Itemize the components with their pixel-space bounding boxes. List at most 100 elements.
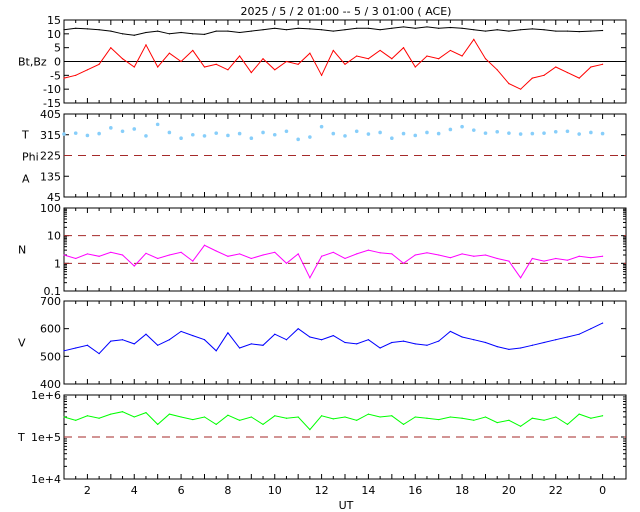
data-point: [98, 352, 100, 355]
data-point: [344, 63, 346, 65]
data-point: [262, 58, 264, 60]
y-tick-label: 0: [54, 56, 61, 69]
data-point: [320, 415, 323, 417]
data-point: [344, 29, 346, 31]
data-point: [414, 254, 416, 256]
data-point: [272, 132, 277, 137]
data-point: [471, 128, 476, 132]
data-point: [402, 262, 405, 264]
data-point: [530, 131, 535, 136]
y-tick-label: 315: [40, 129, 61, 142]
data-point: [308, 135, 312, 139]
series-line: [63, 38, 603, 90]
data-point: [426, 344, 428, 346]
data-point: [98, 417, 100, 419]
data-point: [426, 417, 428, 419]
x-tick-label: 18: [455, 484, 469, 497]
data-point: [86, 415, 89, 417]
data-point: [285, 60, 288, 63]
data-point: [543, 341, 545, 344]
data-point: [555, 339, 557, 341]
data-point: [590, 417, 592, 419]
data-point: [461, 55, 463, 57]
data-point: [566, 71, 569, 74]
y-tick-label: 10: [47, 28, 61, 41]
data-point: [180, 60, 182, 63]
data-point: [63, 77, 65, 79]
y-tick-label: 225: [40, 150, 61, 163]
panel-temperature: 1e+6 1e+5 1e+4 T 2 4 6 8 10 12 14 16 18 20 22 0 UT: [17, 389, 627, 512]
data-point: [578, 413, 580, 415]
data-point: [250, 257, 252, 260]
data-point: [167, 130, 172, 135]
data-point: [379, 49, 381, 52]
data-point: [461, 27, 463, 29]
data-point: [262, 29, 264, 31]
y-tick-label: 400: [40, 378, 61, 391]
data-point: [518, 132, 523, 136]
data-point: [296, 137, 300, 142]
y-tick-label: 0.1: [44, 285, 62, 298]
data-point: [426, 252, 428, 254]
y-tick-label: 500: [40, 350, 61, 363]
data-point: [461, 336, 463, 338]
data-point: [402, 340, 405, 342]
y-tick-label: -15: [43, 97, 61, 110]
data-point: [553, 129, 558, 134]
y-tick-label: 5: [54, 42, 61, 55]
data-point: [473, 29, 475, 31]
data-point: [262, 254, 264, 256]
data-point: [226, 133, 230, 138]
data-point: [356, 253, 358, 255]
data-point: [601, 255, 604, 257]
data-point: [239, 347, 241, 349]
data-point: [274, 415, 276, 417]
data-point: [86, 253, 89, 255]
data-point: [63, 416, 65, 418]
data-point: [132, 127, 137, 131]
data-point: [461, 417, 463, 419]
data-point: [601, 415, 604, 417]
data-point: [402, 423, 405, 425]
data-point: [484, 341, 487, 344]
data-point: [391, 58, 393, 60]
data-point: [203, 244, 206, 246]
y-tick-label: -10: [43, 83, 61, 96]
data-point: [75, 347, 77, 349]
data-point: [168, 254, 170, 256]
data-point: [262, 423, 264, 425]
data-point: [157, 257, 159, 260]
data-point: [473, 419, 475, 421]
data-point: [192, 33, 194, 35]
data-point: [145, 333, 147, 335]
x-tick-label: 10: [268, 484, 282, 497]
data-point: [425, 130, 429, 135]
data-point: [448, 127, 453, 132]
y-tick-label: 135: [40, 170, 61, 183]
data-point: [601, 29, 604, 32]
data-point: [520, 277, 522, 279]
x-tick-label: 2: [84, 484, 91, 497]
data-point: [496, 69, 498, 71]
data-point: [215, 250, 217, 252]
y-tick-label: 45: [47, 191, 61, 204]
y-tick-label: 1e+6: [31, 389, 61, 402]
data-point: [309, 28, 311, 30]
data-point: [121, 254, 124, 256]
data-point: [250, 343, 252, 345]
series-speed: [63, 322, 604, 355]
data-point: [520, 29, 522, 31]
data-point: [145, 44, 147, 46]
data-point: [73, 131, 78, 135]
data-point: [274, 251, 276, 253]
data-point: [438, 27, 440, 29]
y-tick-label: 405: [40, 108, 61, 121]
data-point: [180, 251, 182, 253]
data-point: [145, 252, 147, 254]
y-tick-label: 700: [40, 295, 61, 308]
data-point: [542, 131, 546, 135]
data-point: [495, 129, 500, 134]
data-point: [331, 131, 336, 136]
x-tick-label: 22: [549, 484, 563, 497]
data-point: [86, 28, 89, 30]
